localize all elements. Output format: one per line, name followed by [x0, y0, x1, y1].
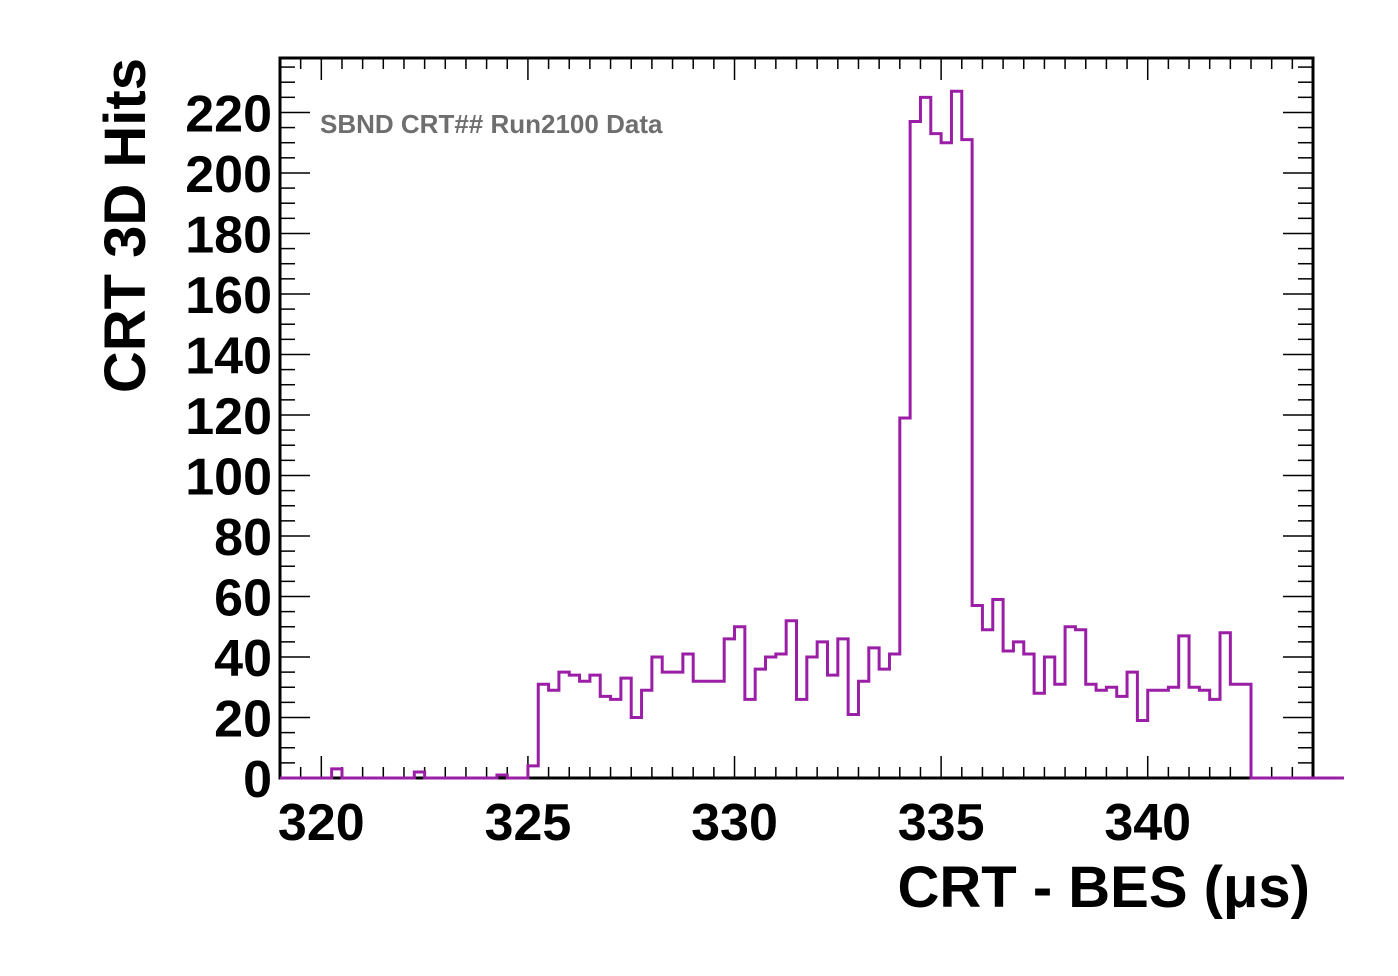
y-tick-label: 180: [185, 206, 272, 264]
y-tick-label: 40: [214, 630, 272, 688]
chart-annotation: SBND CRT## Run2100 Data: [320, 109, 663, 139]
y-tick-label: 160: [185, 267, 272, 325]
y-tick-label: 220: [185, 85, 272, 143]
x-axis-tick-labels: 320 325 330 335 340: [278, 794, 1191, 852]
x-tick-label: 320: [278, 794, 365, 852]
y-tick-label: 20: [214, 690, 272, 748]
y-tick-label: 80: [214, 509, 272, 567]
y-tick-label: 100: [185, 448, 272, 506]
x-tick-label: 325: [485, 794, 572, 852]
y-axis-ticks: [280, 66, 1313, 779]
x-tick-label: 330: [691, 794, 778, 852]
y-tick-label: 60: [214, 569, 272, 627]
x-axis-title: CRT - BES (μs): [898, 855, 1311, 920]
y-tick-label: 120: [185, 388, 272, 446]
y-tick-label: 140: [185, 327, 272, 385]
y-tick-label: 0: [243, 751, 272, 809]
histogram-series-line: [280, 89, 1344, 780]
x-tick-label: 340: [1104, 794, 1191, 852]
y-tick-label: 200: [185, 146, 272, 204]
x-tick-label: 335: [898, 794, 985, 852]
y-axis-title: CRT 3D Hits: [93, 58, 158, 393]
